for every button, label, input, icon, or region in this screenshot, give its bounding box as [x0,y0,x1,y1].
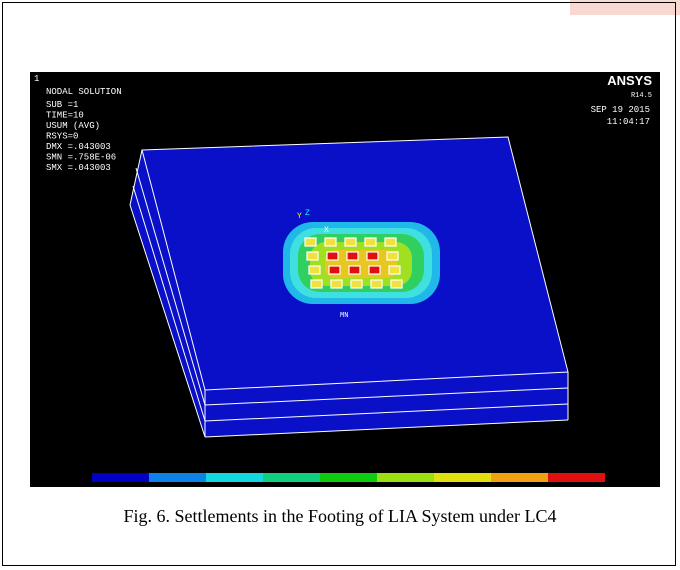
version: R14.5 [631,92,652,100]
pad [365,238,376,246]
settlement-contour [283,222,440,304]
axis-y: Y [297,212,302,221]
solution-title: NODAL SOLUTION [46,87,122,97]
info-line: RSYS=0 [46,132,78,142]
legend-swatch [434,473,491,482]
legend-label: .004779 [147,495,179,503]
window-number: 1 [34,74,39,84]
time: 11:04:17 [607,117,650,127]
pad [349,266,360,274]
brand: ANSYS [607,73,652,88]
pad [387,252,398,260]
pad [331,280,342,288]
pad [327,252,338,260]
pad [351,280,362,288]
pad [305,238,316,246]
ansys-screen: 1 NODAL SOLUTION ANSYS R14.5 SEP 19 2015… [0,0,680,570]
pad [329,266,340,274]
pad [371,280,382,288]
axis-x: X [324,226,329,235]
legend-swatch [263,473,320,482]
legend-label: .038225 [546,487,578,495]
legend-label: .019113 [318,487,350,495]
info-line: USUM (AVG) [46,121,100,131]
pad [311,280,322,288]
axis-z: Z [305,209,310,218]
pad [309,266,320,274]
legend-label: .023891 [375,495,407,503]
min-marker: MN [340,312,348,320]
legend-swatch [377,473,434,482]
info-line: TIME=10 [46,111,84,121]
legend-label: .009557 [204,487,236,495]
legend-swatch [206,473,263,482]
pad [389,266,400,274]
legend-swatch [149,473,206,482]
legend-swatch [548,473,605,482]
date: SEP 19 2015 [591,105,650,115]
caption: Fig. 6. Settlements in the Footing of LI… [0,506,680,527]
pad [391,280,402,288]
pad [325,238,336,246]
pad [385,238,396,246]
pad [367,252,378,260]
info-line: SUB =1 [46,100,78,110]
pad [345,238,356,246]
pad [307,252,318,260]
legend-label: .028669 [432,487,464,495]
legend-label: .758E-06 [94,487,131,495]
pad [347,252,358,260]
page: 1 NODAL SOLUTION ANSYS R14.5 SEP 19 2015… [0,0,680,570]
legend-label: .014335 [261,495,293,503]
info-line: SMX =.043003 [46,163,111,173]
legend-swatch [320,473,377,482]
legend-label: .033447 [489,495,521,503]
legend-swatch [92,473,149,482]
legend: .758E-06 .004779 .009557 .014335 .019113 .023… [92,473,635,503]
info-line: DMX =.043003 [46,142,111,152]
info-line: SMN =.758E-06 [46,153,116,163]
pad [369,266,380,274]
legend-swatch [491,473,548,482]
legend-label: .043003 [603,495,635,503]
